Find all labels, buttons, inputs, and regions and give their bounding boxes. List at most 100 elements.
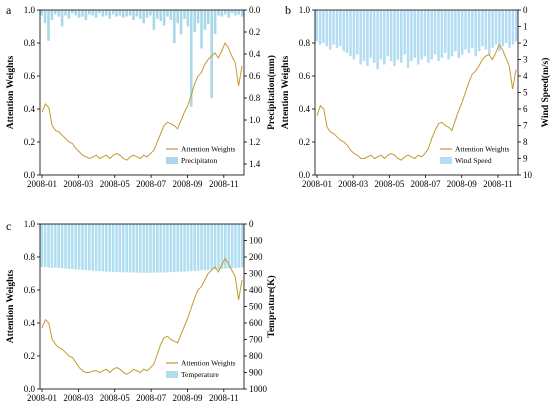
panel-c-left-ylabel: Attention Weights	[6, 269, 16, 343]
panel-c-bar	[57, 224, 60, 269]
panel-b-bar	[372, 10, 376, 63]
panel-c-left-tick-label: 0.2	[24, 351, 35, 361]
panel-b-right-ticks: 0 1 2 3 4 5 6 7 8 9 10	[518, 5, 533, 180]
panel-b-bars	[315, 10, 518, 70]
panel-a-bar	[230, 10, 234, 14]
panel-b-right-tick-label: 0	[523, 5, 528, 15]
panel-c-bar	[166, 224, 169, 273]
panel-a-x-ticks: 2008-01 2008-03 2008-05 2008-07 2008-09 2008-…	[27, 175, 239, 189]
panel-b-bar	[511, 10, 515, 45]
panel-a-bar	[227, 10, 230, 18]
panel-b-bar	[471, 10, 474, 48]
panel-b-bar	[484, 10, 488, 50]
panel-c-bar	[183, 224, 186, 272]
panel-c-bar	[40, 224, 43, 268]
panel-a-left-tick-label: 0.8	[24, 38, 36, 48]
panel-a-bar	[98, 10, 101, 14]
panel-a-bar	[91, 10, 94, 16]
panel-c-x-tick-label: 2008-05	[100, 393, 130, 403]
panel-c-bar	[193, 224, 196, 271]
panel-b-bar	[501, 10, 505, 47]
panel-a-bar	[237, 10, 241, 15]
panel-b-bar	[325, 10, 329, 47]
panel-b-bar	[460, 10, 464, 55]
panel-b-bar	[481, 10, 484, 47]
panel-a-right-ylabel: Precipitation(mm)	[266, 55, 277, 130]
panel-a-bar	[88, 10, 91, 15]
panel-a-right-tick-label: 0.8	[249, 93, 261, 103]
panel-a-bar	[54, 10, 57, 15]
panel-a-left-ticks: 0.0 0.2 0.4 0.6 0.8 1.0	[24, 5, 40, 180]
panel-a-bar	[115, 10, 118, 17]
panel-b-bar	[437, 10, 440, 62]
panel-b: b 0.0 0.2 0.4 0.6 0.8 1.0 0 1 2 3 4 5 6 7 8 9 10 2008-0…	[281, 3, 550, 189]
panel-a-bar	[94, 10, 98, 18]
panel-b-bar	[498, 10, 501, 52]
panel-b-bar	[410, 10, 413, 62]
panel-a-bar	[220, 10, 224, 17]
panel-c-bar	[47, 224, 50, 268]
panel-c-x-tick-label: 2008-09	[172, 393, 202, 403]
panel-c-bar	[54, 224, 57, 268]
panel-c-right-tick-label: 200	[249, 252, 263, 262]
panel-a-bar	[57, 10, 60, 17]
panel-b-x-tick-label: 2008-03	[338, 179, 368, 189]
panel-a-bar	[101, 10, 105, 17]
panel-a-left-tick-label: 0.0	[24, 170, 36, 180]
panel-a-bar	[179, 10, 183, 35]
panel-c-x-ticks: 2008-01 2008-03 2008-05 2008-07 2008-09 2008-…	[27, 389, 239, 403]
panel-b-x-tick-label: 2008-01	[302, 179, 332, 189]
panel-b-bar	[345, 10, 349, 53]
panel-b-bar	[433, 10, 437, 55]
panel-a-bar	[81, 10, 84, 17]
panel-a-right-ticks: 0.0 0.2 0.4 0.6 0.8 1.0 1.2 1.4	[244, 5, 261, 169]
panel-b-bar	[339, 10, 342, 47]
panel-a-bar	[67, 10, 71, 19]
panel-b-left-tick-label: 0.2	[299, 137, 310, 147]
panel-a-bar	[162, 10, 166, 26]
panel-b-bar	[366, 10, 369, 67]
panel-a-left-tick-label: 0.2	[24, 137, 35, 147]
panel-a-bar	[152, 10, 156, 30]
panel-b-bar	[318, 10, 322, 45]
panel-c-bar	[71, 224, 74, 270]
panel-a-right-tick-label: 0.6	[249, 71, 261, 81]
panel-c-left-tick-label: 0.6	[24, 285, 36, 295]
panel-c-bar	[190, 224, 193, 272]
panel-c-x-tick-label: 2008-03	[63, 393, 93, 403]
panel-a-bar	[183, 10, 186, 19]
panel-b-bar	[362, 10, 366, 62]
panel-c-bar	[115, 224, 118, 273]
panel-b-right-tick-label: 9	[523, 154, 528, 164]
panel-b-x-tick-label: 2008-09	[447, 179, 477, 189]
panel-a-bar	[108, 10, 111, 19]
panel-c-bar	[128, 224, 132, 273]
panel-b-bar	[315, 10, 318, 42]
panel-c-bar	[91, 224, 94, 271]
panel-b-right-tick-label: 2	[523, 38, 528, 48]
panel-a-legend-attention-label: Attention Weights	[181, 145, 236, 154]
panel-c-bar	[169, 224, 173, 273]
panel-a-bar	[132, 10, 135, 20]
panel-a-bar	[169, 10, 173, 20]
panel-a-bar	[241, 10, 244, 17]
panel-b-bar	[369, 10, 373, 58]
panel-a-bar	[125, 10, 128, 17]
panel-c-bar	[213, 224, 217, 270]
panel-c-bar	[196, 224, 200, 271]
panel-c-right-tick-label: 400	[249, 285, 263, 295]
panel-b-bar	[406, 10, 410, 68]
panel-b-bar	[349, 10, 352, 57]
panel-a-frame	[39, 9, 245, 176]
panel-c-bar	[94, 224, 98, 271]
panel-b-bar	[399, 10, 403, 63]
panel-a: a 0.0 0.2 0.4 0.6 0.8 1.0 0.0 0.2 0.4 0.6 0.8 1.0 1…	[6, 3, 277, 189]
panel-c-bar	[152, 224, 156, 273]
panel-b-bar	[450, 10, 454, 57]
panel-c-bar	[135, 224, 139, 273]
panel-a-bar	[139, 10, 142, 19]
panel-b-x-tick-label: 2008-05	[374, 179, 404, 189]
panel-b-bar	[393, 10, 396, 67]
panel-c-bar	[230, 224, 234, 269]
